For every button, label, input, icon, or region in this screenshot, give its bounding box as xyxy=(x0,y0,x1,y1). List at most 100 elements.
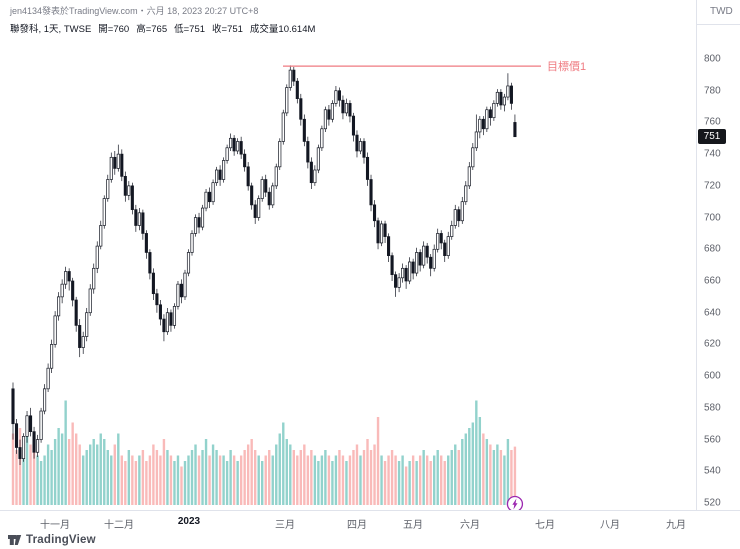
volume-bar xyxy=(64,400,67,505)
volume-bar xyxy=(282,422,285,505)
candle-up xyxy=(95,245,99,269)
last-price-badge: 751 xyxy=(698,129,726,145)
currency-divider xyxy=(697,24,740,25)
volume-bar xyxy=(271,455,274,505)
volume-bar xyxy=(366,439,369,505)
candle-up xyxy=(102,198,106,226)
candle-down xyxy=(123,175,127,196)
candle-down xyxy=(337,90,341,101)
volume-bar xyxy=(92,439,95,505)
time-axis-label: 2023 xyxy=(177,516,201,527)
volume-bar xyxy=(96,444,99,505)
candle-up xyxy=(183,272,187,298)
volume-bar xyxy=(380,455,383,505)
price-tick-label: 700 xyxy=(704,212,721,224)
volume-bar xyxy=(22,455,25,505)
ohlc-close: 收=751 xyxy=(212,24,243,35)
volume-bar xyxy=(229,450,232,505)
volume-bar xyxy=(187,455,190,505)
volume-bar xyxy=(222,455,225,505)
volume-bar xyxy=(510,450,513,505)
volume-bar xyxy=(36,455,39,505)
volume-bar xyxy=(362,450,366,505)
volume-bar xyxy=(324,450,327,505)
volume-bar xyxy=(11,433,15,505)
candle-up xyxy=(25,415,29,437)
volume-bar xyxy=(299,450,303,505)
candle-up xyxy=(200,207,205,228)
volume-bar xyxy=(415,461,418,505)
candle-down xyxy=(71,280,75,301)
time-axis-label: 十一月 xyxy=(40,520,70,531)
candle-up xyxy=(85,312,89,337)
volume-bar xyxy=(239,455,243,505)
volume-bar xyxy=(46,444,50,505)
candle-up xyxy=(380,223,384,244)
candle-up xyxy=(204,191,208,209)
volume-bar xyxy=(278,433,281,505)
candle-down xyxy=(383,223,387,237)
time-axis[interactable]: 十一月 十二月 2023 三月 四月 五月 六月 七月 八月 九月 xyxy=(0,510,740,533)
volume-bar xyxy=(464,433,467,505)
price-tick-label: 780 xyxy=(704,85,721,97)
candle-up xyxy=(460,201,464,222)
candle-up xyxy=(50,344,54,369)
candle-down xyxy=(14,423,19,448)
volume-bar xyxy=(383,461,387,505)
candle-down xyxy=(151,272,155,295)
candle-up xyxy=(176,283,180,307)
volume-bar xyxy=(394,455,397,505)
volume-bar xyxy=(162,439,166,505)
volume-bar xyxy=(232,455,236,505)
candle-down xyxy=(355,134,359,152)
candle-down xyxy=(169,312,173,326)
volume-bar xyxy=(57,428,60,505)
volume-bar xyxy=(338,450,341,505)
candle-down xyxy=(130,185,134,210)
candle-up xyxy=(92,267,96,290)
time-axis-label: 六月 xyxy=(460,520,480,531)
candle-up xyxy=(422,245,426,266)
volume-bar xyxy=(296,455,299,505)
candle-up xyxy=(495,91,499,104)
volume-bar xyxy=(138,455,141,505)
candle-down xyxy=(134,209,138,226)
tradingview-logo[interactable]: TradingView xyxy=(8,533,96,547)
candle-down xyxy=(439,233,443,244)
price-tick-label: 760 xyxy=(704,116,721,128)
candle-up xyxy=(485,109,489,130)
price-tick-label: 640 xyxy=(704,307,721,319)
volume-bar xyxy=(215,450,218,505)
volume-bar xyxy=(352,450,355,505)
candle-up xyxy=(57,296,61,317)
volume-bar xyxy=(429,461,432,505)
candle-up xyxy=(344,103,349,114)
candle-down xyxy=(411,261,415,274)
price-axis[interactable]: 800 780 760 740 720 700 680 660 640 620 600 580 560 5… xyxy=(696,0,740,510)
candle-up xyxy=(453,209,457,226)
volume-bar xyxy=(376,417,380,505)
volume-bar xyxy=(425,455,429,505)
volume-bar xyxy=(131,455,134,505)
volume-bar xyxy=(433,455,436,505)
volume-bar xyxy=(145,461,148,505)
volume-bar xyxy=(32,450,36,505)
volume-bar xyxy=(404,466,408,505)
candle-up xyxy=(257,198,261,218)
time-axis-label: 十二月 xyxy=(104,520,134,531)
target-price-label: 目標價1 xyxy=(547,59,586,73)
lightning-icon xyxy=(512,498,518,510)
time-axis-label: 五月 xyxy=(403,520,423,531)
volume-bar xyxy=(180,466,183,505)
volume-bar xyxy=(218,455,222,505)
candle-up xyxy=(36,439,40,453)
candle-up xyxy=(236,141,240,152)
volume-bar xyxy=(289,444,292,505)
price-tick-label: 520 xyxy=(704,497,721,509)
volume-bar xyxy=(268,450,271,505)
price-tick-label: 620 xyxy=(704,338,721,350)
volume-bar xyxy=(369,450,373,505)
candle-down xyxy=(369,179,373,206)
